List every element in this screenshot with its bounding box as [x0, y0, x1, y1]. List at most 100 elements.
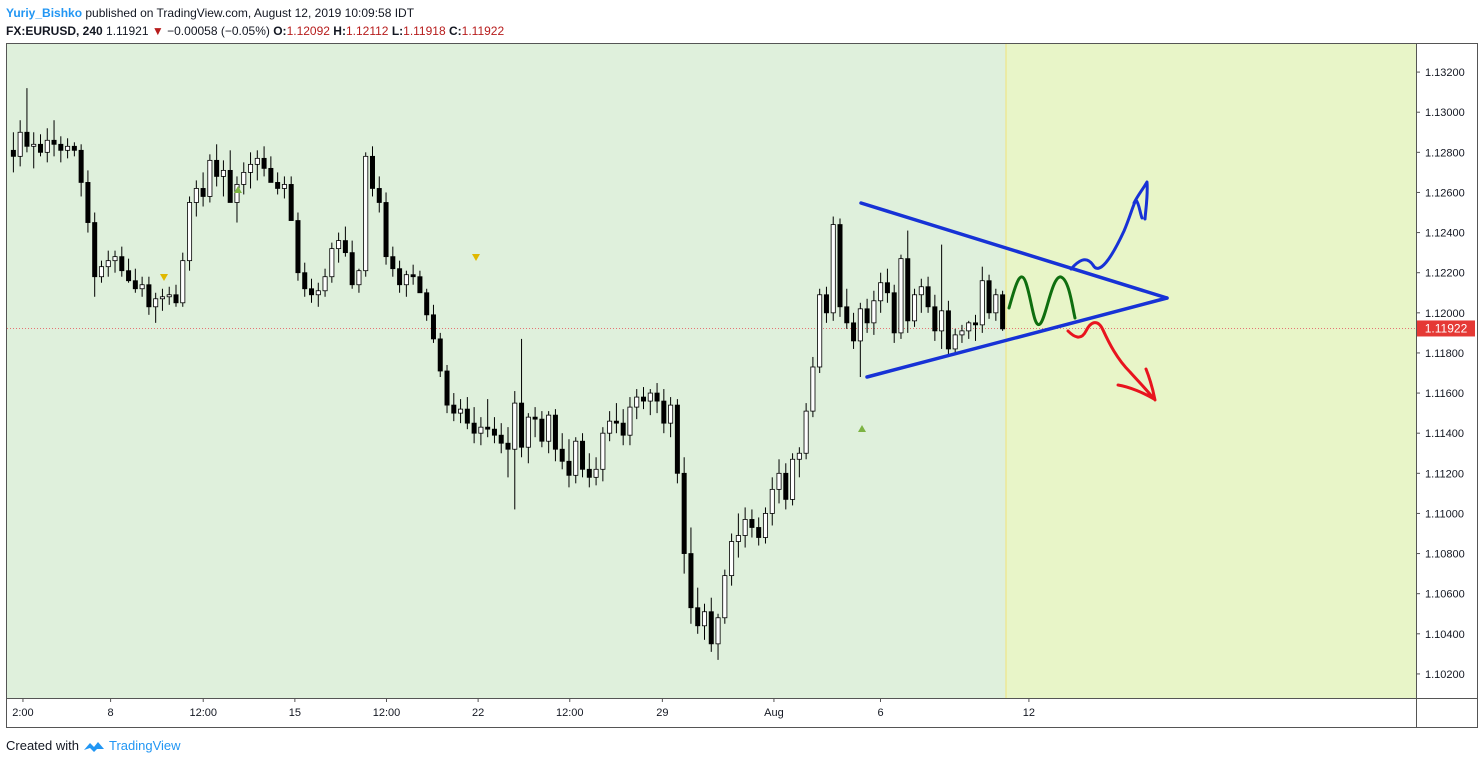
price-chart[interactable]: 1.13200 1.13000 1.12800 1.12600 1.12400 1.122… — [6, 43, 1478, 728]
down-arrow-icon: ▼ — [151, 24, 164, 38]
price-scale[interactable]: 1.13200 1.13000 1.12800 1.12600 1.12400 1.122… — [1416, 67, 1465, 681]
bullish-candle — [248, 163, 254, 173]
time-scale[interactable]: 2:00 8 12:00 15 12:00 22 12:00 29 Aug 6 12 — [12, 698, 1035, 719]
buy-signal-marker — [234, 186, 242, 193]
bearish-candle — [383, 202, 389, 258]
y-tick-label: 1.12200 — [1425, 268, 1465, 280]
change-value: −0.00058 (−0.05%) — [167, 24, 270, 38]
high-value: 1.12112 — [345, 24, 389, 38]
bearish-candle — [986, 280, 992, 314]
last-price-tag-text: 1.11922 — [1425, 321, 1468, 335]
bullish-candle — [735, 535, 741, 542]
bearish-candle — [925, 286, 931, 308]
bullish-candle — [993, 294, 999, 314]
bearish-candle — [539, 418, 545, 442]
bearish-candle — [268, 167, 274, 183]
bullish-candle — [573, 440, 579, 476]
y-tick-label: 1.10600 — [1425, 589, 1465, 601]
last-price-tag-box — [1417, 320, 1475, 337]
bearish-candle — [24, 131, 30, 147]
drawings-layer[interactable] — [859, 180, 1169, 402]
close-label: C: — [448, 24, 462, 38]
low-label: L: — [391, 24, 404, 38]
bullish-candle — [898, 258, 904, 334]
symbol-label: FX:EURUSD, 240 — [6, 24, 103, 38]
bearish-candle — [532, 416, 538, 420]
bearish-candle — [119, 256, 125, 272]
triangle-upper-line[interactable] — [859, 201, 1169, 300]
publish-line: Yuriy_Bishko published on TradingView.co… — [6, 4, 504, 22]
bullish-candle — [803, 410, 809, 454]
open-value: 1.12092 — [286, 24, 330, 38]
bearish-candle — [973, 322, 979, 326]
bearish-candle — [654, 392, 660, 402]
breakdown-down-arrow[interactable] — [1066, 321, 1157, 402]
bearish-candle — [519, 402, 525, 448]
bearish-candle — [620, 422, 626, 436]
triangle-lower-line[interactable] — [865, 296, 1169, 379]
bearish-candle — [491, 428, 497, 436]
bearish-candle — [681, 472, 687, 554]
bullish-candle — [281, 184, 287, 189]
bearish-candle — [864, 308, 870, 324]
bullish-candle — [857, 308, 863, 342]
bearish-candle — [851, 322, 857, 342]
bearish-candle — [410, 274, 416, 278]
author-link[interactable]: Yuriy_Bishko — [6, 6, 83, 20]
bearish-candle — [932, 306, 938, 332]
bearish-candle — [295, 220, 301, 274]
bullish-candle — [478, 426, 484, 434]
bearish-candle — [146, 284, 152, 308]
x-tick-label: Aug — [764, 707, 784, 719]
bearish-candle — [485, 426, 491, 430]
bullish-candle — [166, 294, 172, 298]
footer: Created with TradingView — [6, 738, 181, 754]
bearish-candle — [464, 408, 470, 424]
bearish-candle — [227, 169, 233, 203]
bullish-candle — [207, 159, 213, 197]
bearish-candle — [437, 338, 443, 372]
bullish-candle — [729, 541, 735, 577]
bullish-candle — [363, 155, 369, 272]
x-tick-label: 2:00 — [12, 707, 33, 719]
published-text: published on TradingView.com, August 12,… — [85, 6, 415, 20]
chart-frame: 1.13200 1.13000 1.12800 1.12600 1.12400 1.122… — [6, 43, 1478, 728]
bearish-candle — [891, 292, 897, 334]
bullish-candle — [105, 260, 111, 268]
bullish-candle — [336, 240, 342, 250]
bullish-candle — [525, 416, 531, 448]
y-tick-label: 1.11600 — [1425, 388, 1464, 400]
bullish-candle — [776, 472, 782, 490]
bearish-candle — [397, 268, 403, 286]
bearish-candle — [688, 553, 694, 609]
tradingview-logo-icon — [83, 742, 104, 752]
y-tick-label: 1.13200 — [1425, 67, 1465, 79]
bullish-candle — [458, 408, 464, 414]
tradingview-link[interactable]: TradingView — [108, 738, 181, 753]
x-tick-label: 12:00 — [556, 707, 584, 719]
x-tick-label: 12:00 — [189, 707, 217, 719]
breakout-up-arrow[interactable] — [1069, 180, 1149, 271]
bearish-candle — [85, 182, 91, 223]
bullish-candle — [817, 294, 823, 368]
bearish-candle — [749, 519, 755, 528]
bullish-candle — [329, 248, 335, 278]
bearish-candle — [444, 370, 450, 406]
bullish-candle — [762, 513, 768, 538]
x-tick-label: 15 — [289, 707, 301, 719]
bullish-candle — [356, 270, 362, 286]
bearish-candle — [613, 420, 619, 424]
bullish-candle — [607, 420, 613, 434]
bearish-candle — [424, 292, 430, 316]
bullish-candle — [315, 290, 321, 296]
x-tick-label: 6 — [877, 707, 883, 719]
chart-header: Yuriy_Bishko published on TradingView.co… — [6, 4, 504, 40]
x-tick-label: 12:00 — [373, 707, 401, 719]
y-tick-label: 1.13000 — [1425, 107, 1465, 119]
bullish-candle — [403, 274, 409, 286]
bullish-candle — [193, 188, 199, 203]
green-consolidation-path[interactable] — [1007, 275, 1077, 326]
bearish-candle — [214, 159, 220, 177]
bullish-candle — [600, 432, 606, 470]
bearish-candle — [756, 527, 762, 538]
